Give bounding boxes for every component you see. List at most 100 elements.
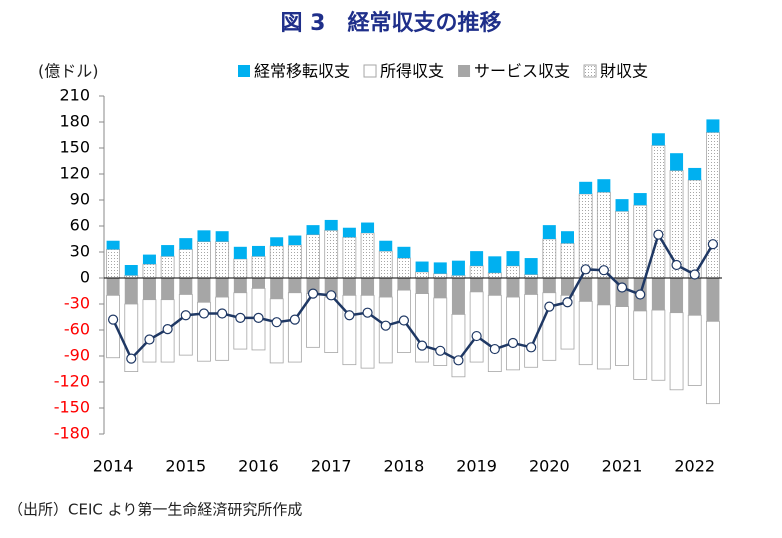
- x-tick-label: 2015: [165, 457, 206, 476]
- bar-segment: [378, 250, 393, 279]
- bar-segment: [706, 320, 720, 405]
- balance-point: [398, 315, 410, 326]
- bar-segment: [379, 240, 393, 252]
- bar-segment: [415, 293, 429, 363]
- bar-segment: [324, 229, 339, 279]
- bar-segment: [633, 193, 647, 206]
- y-tick-label: 210: [59, 86, 90, 105]
- bar-segment: [542, 238, 557, 279]
- legend-label: 所得収支: [380, 62, 444, 81]
- y-tick-label: -60: [64, 320, 90, 339]
- bar-segment: [506, 265, 520, 279]
- legend-label: 財収支: [600, 62, 648, 81]
- bar-segment: [397, 278, 411, 291]
- bar-segment: [106, 240, 120, 250]
- bar-segment: [433, 273, 448, 279]
- bar-segment: [178, 294, 193, 356]
- balance-point: [453, 355, 464, 366]
- balance-point: [616, 282, 628, 293]
- balance-point: [653, 229, 664, 240]
- balance-point: [126, 353, 137, 364]
- bar-segment: [342, 227, 356, 238]
- bar-segment: [142, 254, 156, 265]
- x-tick-label: 2022: [674, 457, 715, 476]
- balance-point: [271, 317, 282, 328]
- bar-segment: [160, 255, 175, 279]
- bar-segment: [215, 241, 230, 279]
- bar-segment: [651, 133, 665, 146]
- bar-segment: [524, 294, 539, 368]
- balance-point: [416, 340, 428, 351]
- bar-segment: [487, 272, 502, 279]
- y-tick-label: -150: [54, 398, 90, 417]
- bar-segment: [360, 232, 375, 279]
- balance-point: [671, 259, 682, 271]
- y-tick-label: 60: [70, 216, 90, 235]
- bar-segment: [542, 225, 556, 239]
- y-tick-label: 120: [59, 164, 90, 183]
- bar-segment: [233, 246, 247, 259]
- balance-point: [362, 307, 373, 318]
- legend-swatch: [458, 65, 471, 77]
- bar-segment: [197, 278, 211, 303]
- y-tick-label: -90: [64, 346, 90, 365]
- bar-segment: [161, 278, 175, 300]
- bar-segment: [633, 204, 648, 279]
- bar-segment: [451, 278, 465, 315]
- bar-segment: [688, 167, 702, 181]
- bar-segment: [270, 237, 284, 246]
- bar-segment: [451, 260, 465, 276]
- legend-swatch: [363, 64, 377, 78]
- y-tick-label: 180: [59, 112, 90, 131]
- bar-segment: [270, 278, 284, 299]
- bar-segment: [252, 245, 265, 257]
- legend-label: 経常移転収支: [254, 62, 350, 81]
- balance-point: [544, 301, 555, 312]
- x-tick-label: 2014: [93, 457, 134, 476]
- bar-segment: [361, 278, 375, 296]
- balance-point: [217, 308, 228, 319]
- balance-point: [344, 310, 355, 321]
- x-tick-label: 2021: [602, 457, 643, 476]
- bar-segment: [252, 278, 265, 289]
- bar-segment: [215, 231, 229, 242]
- legend-swatch: [238, 65, 250, 77]
- y-tick-label: 150: [59, 138, 90, 157]
- bar-segment: [561, 278, 574, 296]
- bar-segment: [179, 238, 193, 250]
- bar-segment: [179, 278, 193, 295]
- x-tick-label: 2019: [456, 457, 497, 476]
- bar-segment: [379, 278, 393, 298]
- bar-segment: [688, 278, 702, 316]
- source-note: （出所）CEIC より第一生命経済研究所作成: [8, 501, 302, 519]
- bar-segment: [469, 265, 484, 279]
- bar-segment: [687, 314, 702, 386]
- bar-segment: [506, 251, 520, 266]
- balance-point: [307, 288, 319, 299]
- bar-segment: [287, 292, 302, 363]
- y-tick-label: -120: [54, 372, 90, 391]
- bar-segment: [161, 245, 175, 257]
- bar-segment: [579, 278, 593, 302]
- bar-segment: [288, 278, 302, 293]
- bar-segment: [124, 278, 138, 304]
- bar-segment: [561, 231, 574, 244]
- bar-segment: [615, 199, 629, 212]
- bar-segment: [415, 261, 429, 272]
- y-tick-label: 0: [80, 268, 90, 287]
- bar-segment: [197, 230, 211, 242]
- bar-segment: [269, 245, 284, 279]
- x-tick-label: 2020: [529, 457, 570, 476]
- bar-segment: [706, 131, 720, 279]
- bar-segment: [360, 294, 375, 369]
- bar-segment: [451, 313, 466, 378]
- bar-segment: [706, 119, 720, 133]
- bar-segment: [288, 235, 302, 246]
- bar-segment: [560, 242, 575, 279]
- balance-point: [144, 334, 155, 345]
- bar-segment: [687, 179, 702, 279]
- bar-segment: [469, 291, 484, 363]
- bar-segment: [578, 300, 593, 366]
- balance-point: [289, 314, 300, 325]
